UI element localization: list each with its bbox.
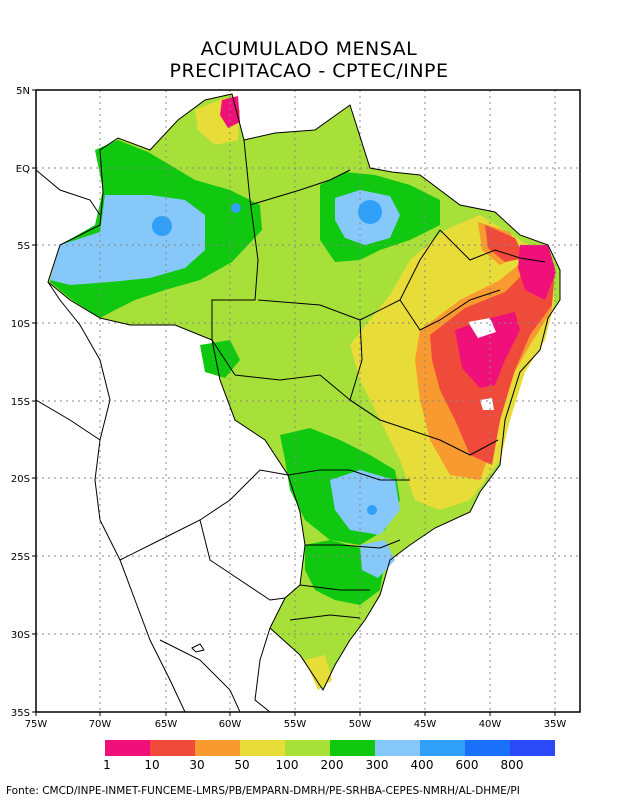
lat-label: 35S [11,708,30,719]
graticule [36,90,580,712]
legend-swatch [330,740,375,756]
red-northeast [485,225,525,262]
legend-tick: 400 [410,758,434,772]
blue-spot [367,505,377,515]
legend-swatch [375,740,420,756]
legend-tick: 100 [275,758,299,772]
lon-label: 55W [284,719,307,730]
source-credits: Fonte: CMCD/INPE-INMET-FUNCEME-LMRS/PB/E… [6,785,520,797]
legend-tick: 1 [103,758,111,772]
magenta-core [455,312,520,388]
lon-label: 65W [155,719,178,730]
white-gap [480,398,494,410]
legend-tick: 300 [365,758,389,772]
blue-spot [231,203,241,213]
lat-label: 5S [17,241,30,252]
legend-swatch [195,740,240,756]
blue-coast [360,540,395,578]
blue-southeast [330,470,400,535]
legend-tick: 30 [189,758,205,772]
lon-label: 75W [25,719,48,730]
tick-marks [32,89,556,716]
lat-label: 5N [16,86,30,97]
map-title-line1: ACUMULADO MENSAL [200,38,418,60]
legend-swatch [420,740,465,756]
legend-swatch [285,740,330,756]
lon-label: 60W [219,719,242,730]
lon-label: 50W [349,719,372,730]
lon-label: 35W [544,719,567,730]
blue-spot [152,216,172,236]
legend-swatch [465,740,510,756]
lon-label: 70W [89,719,112,730]
legend-swatch [105,740,150,756]
lon-label: 45W [414,719,437,730]
lat-label: 10S [11,319,30,330]
legend-tick: 50 [234,758,250,772]
legend-tick: 800 [500,758,524,772]
blue-spot [358,200,382,224]
lat-label: 15S [11,397,30,408]
color-legend [105,740,555,756]
legend-swatch [510,740,555,756]
legend-tick: 200 [320,758,344,772]
lat-label: 20S [11,474,30,485]
neighbour-borders [36,169,289,712]
lat-label: 30S [11,630,30,641]
borders [47,93,561,692]
lon-label: 40W [479,719,502,730]
lat-label: 25S [11,552,30,563]
map-title-line2: PRECIPITACAO - CPTEC/INPE [169,60,449,82]
legend-swatch [240,740,285,756]
legend-swatch [150,740,195,756]
lat-label: EQ [16,164,30,175]
legend-tick: 600 [455,758,479,772]
legend-tick: 10 [144,758,160,772]
yellow-south [305,655,332,690]
